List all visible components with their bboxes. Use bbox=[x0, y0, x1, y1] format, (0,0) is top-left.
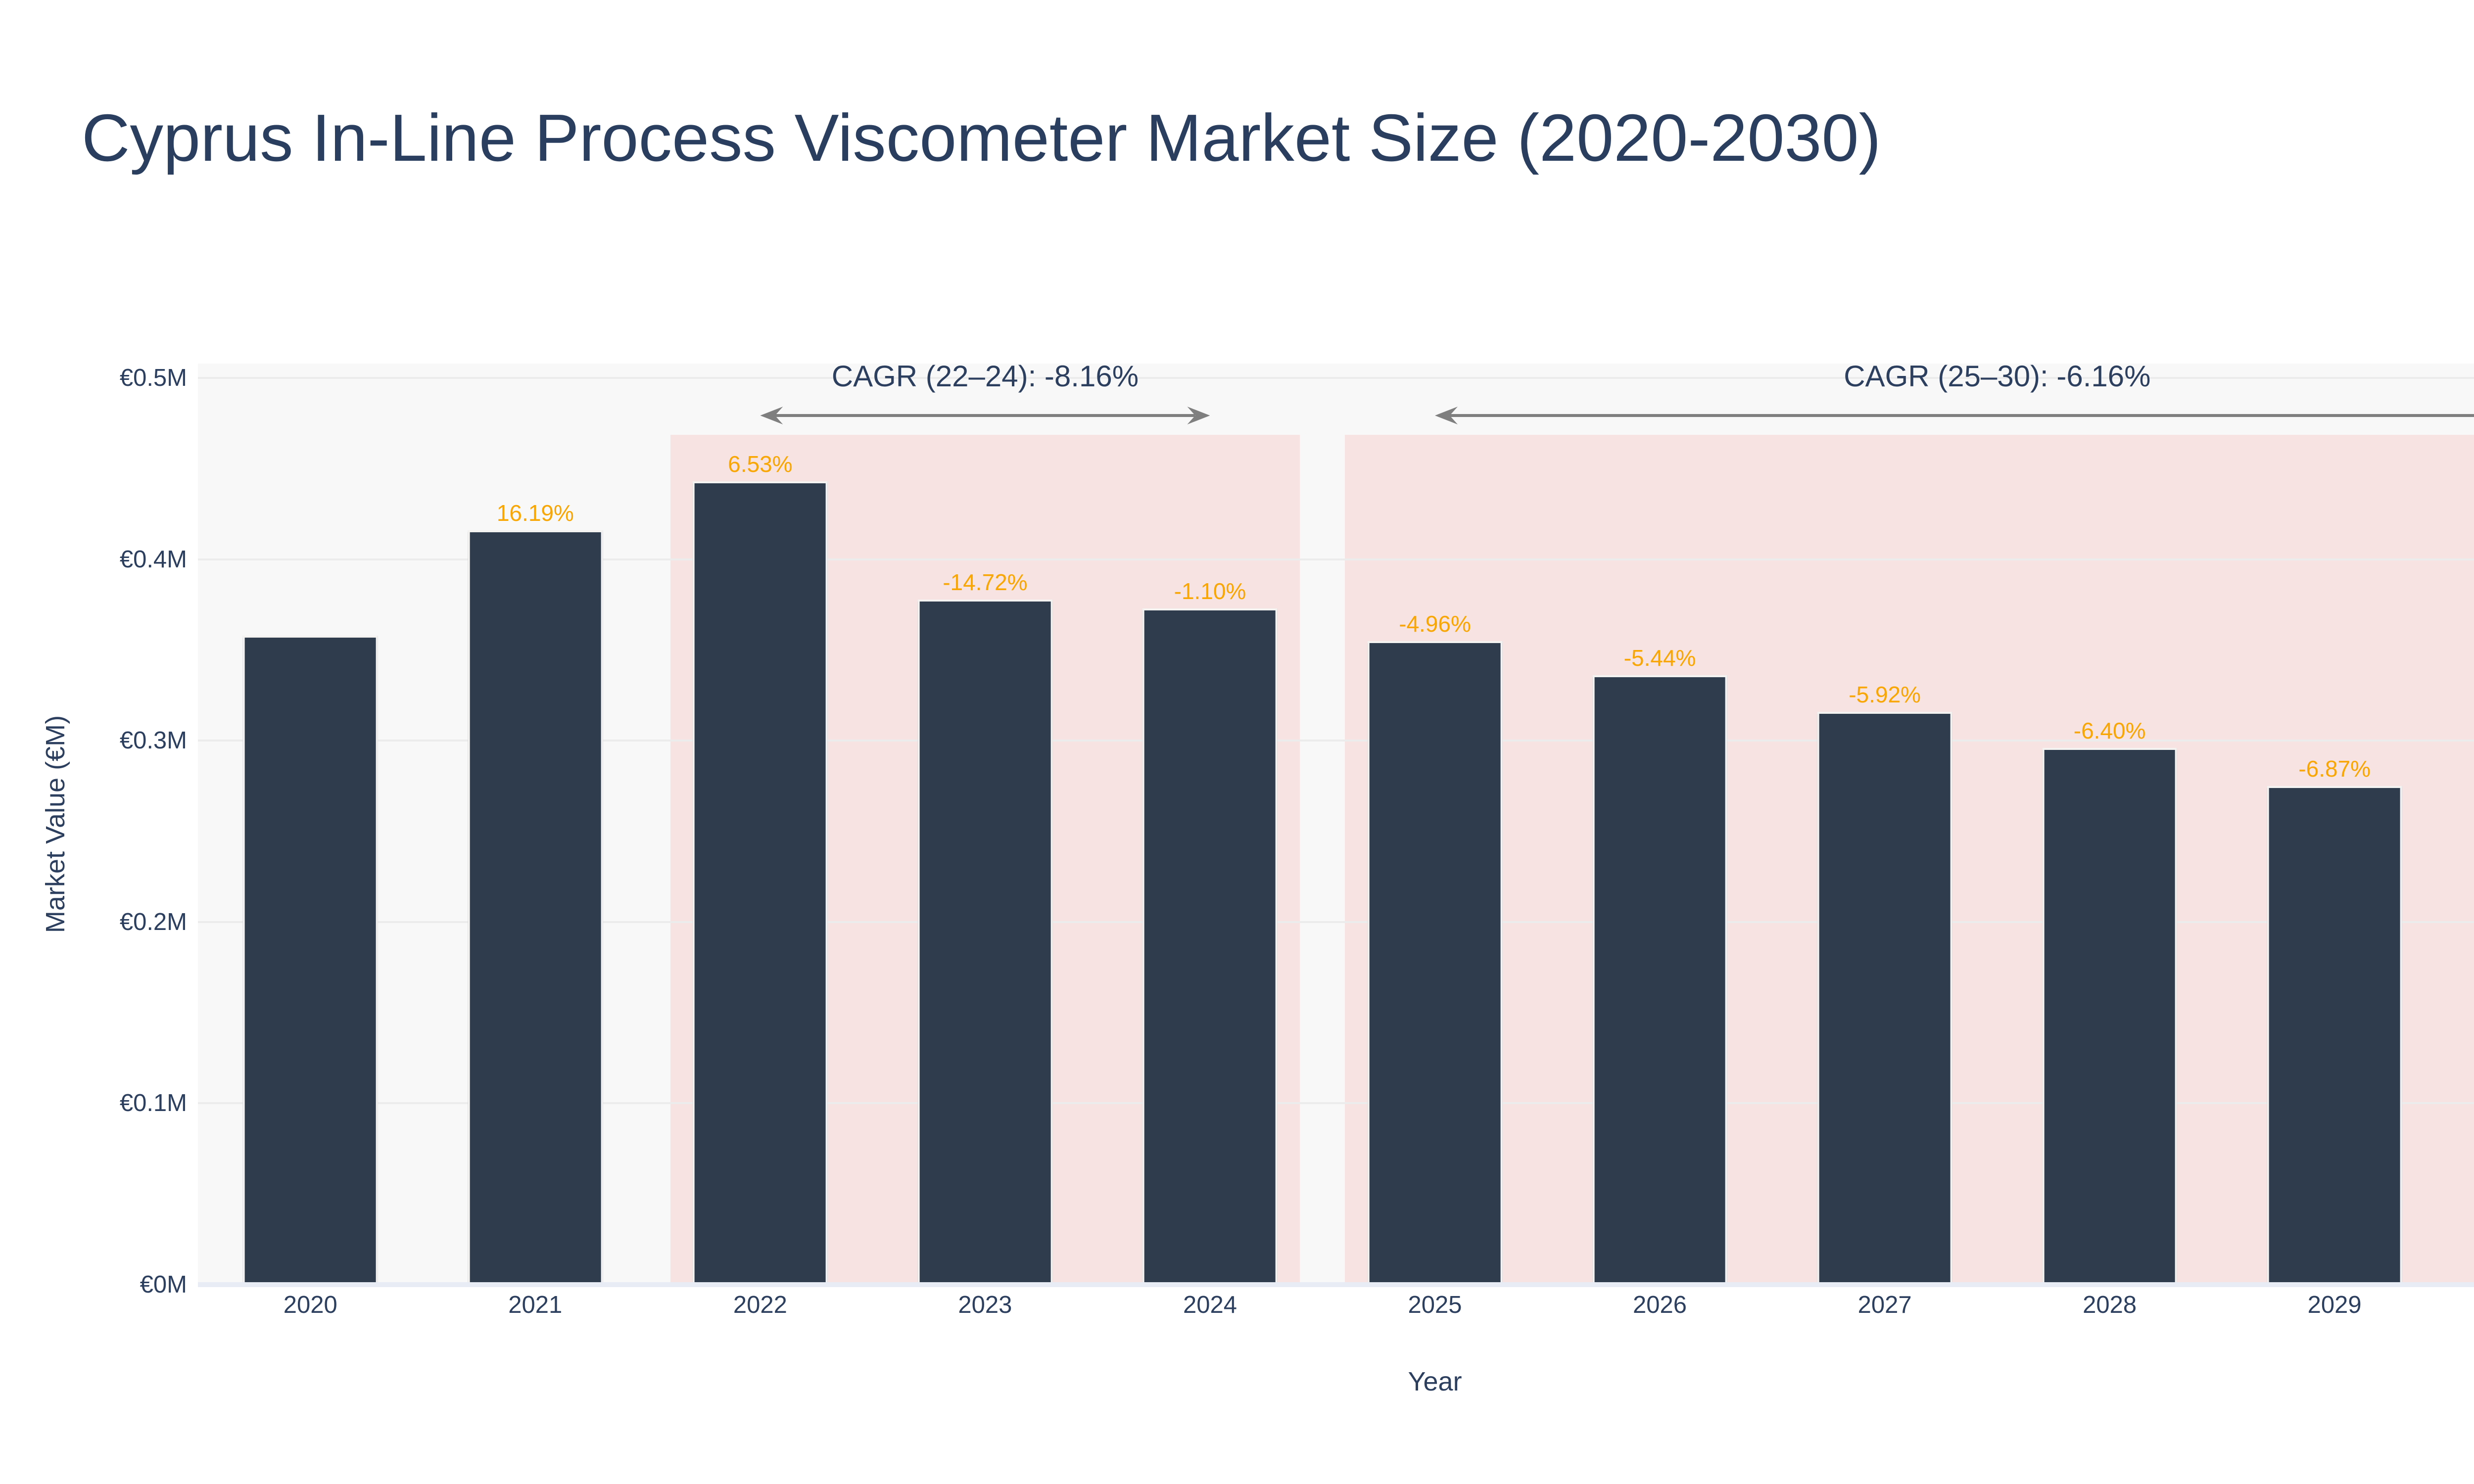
growth-label-2028: -6.40% bbox=[2073, 718, 2146, 744]
cagr-annotation-2: CAGR (25–30): -6.16% bbox=[1844, 360, 2151, 393]
bar-2028[interactable] bbox=[2042, 748, 2177, 1285]
x-tick-label-2021: 2021 bbox=[508, 1292, 563, 1318]
growth-label-2021: 16.19% bbox=[496, 500, 574, 526]
bar-2023[interactable] bbox=[917, 599, 1053, 1285]
y-tick-label: €0.4M bbox=[119, 546, 187, 573]
y-tick-label: €0.3M bbox=[119, 727, 187, 754]
gridline bbox=[198, 377, 2474, 379]
x-tick-label-2027: 2027 bbox=[1857, 1292, 1912, 1318]
x-tick-label-2026: 2026 bbox=[1633, 1292, 1687, 1318]
growth-label-2026: -5.44% bbox=[1623, 645, 1696, 671]
bar-2024[interactable] bbox=[1142, 608, 1278, 1285]
y-tick-label: €0M bbox=[140, 1271, 187, 1298]
plot-area: 16.19% 6.53% -14.72% -1.10% -4.96% -5.44% -5.9… bbox=[198, 360, 2474, 1287]
y-tick-label: €0.2M bbox=[119, 908, 187, 935]
zero-line bbox=[198, 1282, 2474, 1287]
growth-label-2029: -6.87% bbox=[2298, 756, 2371, 782]
bar-2029[interactable] bbox=[2267, 786, 2402, 1285]
growth-label-2025: -4.96% bbox=[1399, 610, 1471, 637]
growth-label-2024: -1.10% bbox=[1174, 578, 1246, 604]
growth-label-2027: -5.92% bbox=[1849, 681, 1921, 707]
growth-label-2023: -14.72% bbox=[943, 569, 1028, 595]
x-tick-label-2028: 2028 bbox=[2083, 1292, 2137, 1318]
x-tick-label-2022: 2022 bbox=[733, 1292, 787, 1318]
x-axis-title: Year bbox=[1408, 1367, 1462, 1396]
gridline bbox=[198, 740, 2474, 742]
cagr-annotation-1: CAGR (22–24): -8.16% bbox=[831, 360, 1139, 393]
cagr-arrow-line-2 bbox=[1450, 414, 2474, 417]
bar-2020[interactable] bbox=[242, 635, 378, 1285]
bar-2021[interactable] bbox=[468, 530, 603, 1285]
x-tick-label-2020: 2020 bbox=[283, 1292, 337, 1318]
x-axis: 2020 2021 2022 2023 2024 2025 2026 2027 2028 2029… bbox=[198, 1291, 2474, 1326]
y-tick-label: €0.5M bbox=[119, 365, 187, 392]
x-tick-label-2023: 2023 bbox=[958, 1292, 1012, 1318]
growth-label-2022: 6.53% bbox=[728, 451, 793, 477]
chart-title: Cyprus In-Line Process Viscometer Market… bbox=[82, 100, 1881, 175]
x-tick-label-2024: 2024 bbox=[1183, 1292, 1237, 1318]
bar-2022[interactable] bbox=[693, 481, 828, 1285]
cagr-arrow-line-1 bbox=[775, 414, 1195, 417]
x-tick-label-2025: 2025 bbox=[1408, 1292, 1462, 1318]
bar-2027[interactable] bbox=[1817, 711, 1952, 1285]
gridline bbox=[198, 1102, 2474, 1105]
gridline bbox=[198, 921, 2474, 923]
bar-2025[interactable] bbox=[1367, 641, 1503, 1285]
y-axis: €0M €0.1M €0.2M €0.3M €0.4M €0.5M bbox=[0, 364, 187, 1298]
y-tick-label: €0.1M bbox=[119, 1090, 187, 1117]
bar-2026[interactable] bbox=[1592, 675, 1727, 1285]
x-tick-label-2029: 2029 bbox=[2307, 1292, 2362, 1318]
gridline bbox=[198, 558, 2474, 560]
